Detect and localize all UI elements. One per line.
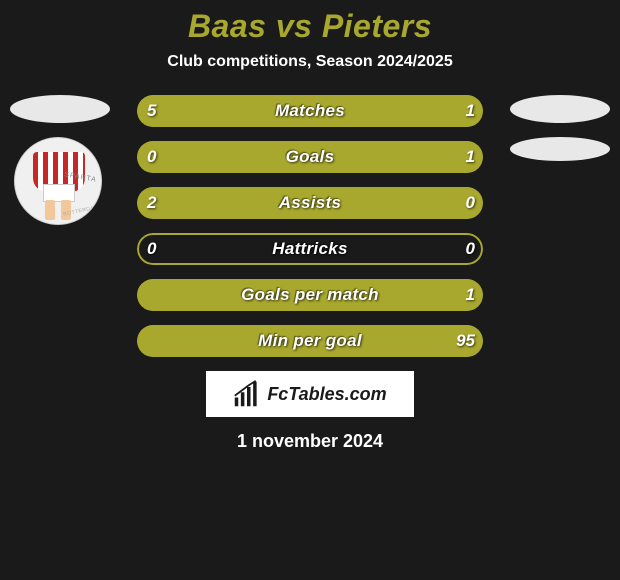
- stat-bar: Assists2 0: [137, 187, 483, 219]
- stat-label: Assists: [137, 187, 483, 219]
- right-player-column: [500, 95, 610, 175]
- stat-bar: Goals0 1: [137, 141, 483, 173]
- stat-bar: Matches5 1: [137, 95, 483, 127]
- right-club-placeholder: [510, 137, 610, 161]
- bars-chart-icon: [233, 380, 261, 408]
- stat-label: Goals: [137, 141, 483, 173]
- club-badge-sparta: SPARTA ROTTERDAM: [14, 137, 102, 225]
- comparison-bars: Matches51Goals01Assists20Hattricks00Goal…: [137, 95, 483, 357]
- stat-right-value: 0: [466, 187, 475, 219]
- stat-label: Matches: [137, 95, 483, 127]
- footer-brand-badge: FcTables.com: [206, 371, 414, 417]
- stat-left-value: 5: [147, 95, 156, 127]
- stat-bar: Goals per match1: [137, 279, 483, 311]
- stat-left-value: 0: [147, 233, 156, 265]
- left-player-column: SPARTA ROTTERDAM: [10, 95, 120, 225]
- footer-brand-text: FcTables.com: [267, 384, 386, 405]
- stat-right-value: 1: [466, 95, 475, 127]
- stat-right-value: 1: [466, 279, 475, 311]
- stat-right-value: 1: [466, 141, 475, 173]
- stat-label: Hattricks: [137, 233, 483, 265]
- chart-area: SPARTA ROTTERDAM Matches51Goals01Assists…: [0, 95, 620, 357]
- stat-left-value: 2: [147, 187, 156, 219]
- stat-right-value: 0: [466, 233, 475, 265]
- stat-right-value: 95: [456, 325, 475, 357]
- stat-bar: Hattricks0 0: [137, 233, 483, 265]
- comparison-date: 1 november 2024: [0, 431, 620, 452]
- comparison-card: Baas vs Pieters Club competitions, Seaso…: [0, 0, 620, 580]
- subtitle: Club competitions, Season 2024/2025: [0, 53, 620, 71]
- page-title: Baas vs Pieters: [0, 8, 620, 45]
- stat-label: Min per goal: [137, 325, 483, 357]
- stat-label: Goals per match: [137, 279, 483, 311]
- left-player-name-placeholder: [10, 95, 110, 123]
- stat-left-value: 0: [147, 141, 156, 173]
- stat-bar: Min per goal95: [137, 325, 483, 357]
- right-player-name-placeholder: [510, 95, 610, 123]
